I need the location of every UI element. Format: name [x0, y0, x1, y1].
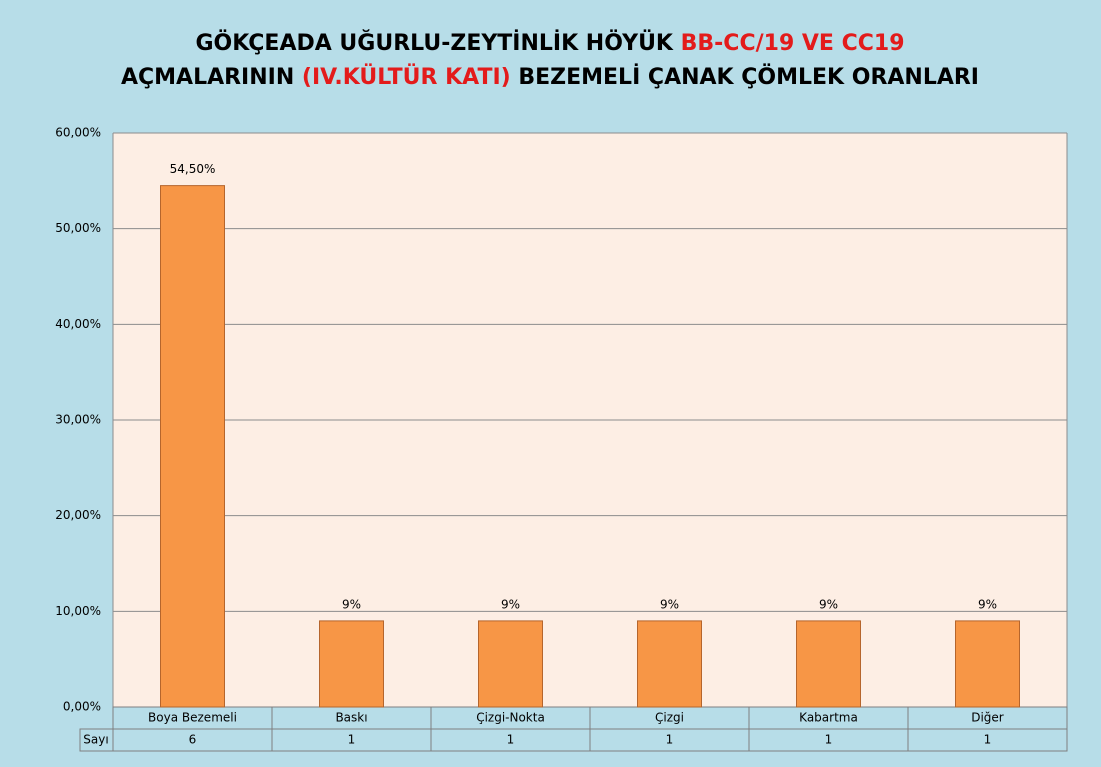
title-part: BB-CC/19 VE CC19: [681, 31, 905, 56]
bar: [319, 620, 384, 708]
bar: [637, 620, 702, 708]
table-value: 1: [984, 733, 992, 747]
data-label: 9%: [978, 597, 997, 611]
title-part: AÇMALARININ: [121, 65, 302, 90]
table-label: Sayı: [83, 733, 108, 747]
x-tick-label: Çizgi: [655, 711, 684, 725]
y-tick-label: 50,00%: [55, 221, 101, 235]
title-part: (IV.KÜLTÜR KATI): [302, 64, 511, 90]
y-tick-label: 0,00%: [63, 700, 101, 714]
title-part: BEZEMELİ ÇANAK ÇÖMLEK ORANLARI: [511, 64, 979, 90]
bar: [796, 620, 861, 708]
x-tick-label: Çizgi-Nokta: [476, 711, 545, 725]
x-tick-label: Baskı: [335, 711, 367, 725]
title-part: GÖKÇEADA UĞURLU-ZEYTİNLİK HÖYÜK: [195, 30, 680, 56]
data-label: 54,50%: [170, 162, 216, 176]
y-tick-label: 30,00%: [55, 413, 101, 427]
table-value: 1: [666, 733, 674, 747]
data-label: 9%: [342, 597, 361, 611]
table-row: [79, 728, 1068, 752]
bar: [160, 185, 225, 708]
data-label: 9%: [819, 597, 838, 611]
x-tick-label: Diğer: [971, 711, 1004, 725]
bar: [955, 620, 1020, 708]
table-value: 1: [825, 733, 833, 747]
data-label: 9%: [501, 597, 520, 611]
x-tick-label: Kabartma: [799, 711, 858, 725]
bar: [478, 620, 543, 708]
x-tick-label: Boya Bezemeli: [148, 711, 237, 725]
table-value: 1: [507, 733, 515, 747]
chart-title: AÇMALARININ (IV.KÜLTÜR KATI) BEZEMELİ ÇA…: [121, 64, 979, 90]
data-label: 9%: [660, 597, 679, 611]
y-tick-label: 10,00%: [55, 604, 101, 618]
table-value: 6: [189, 733, 197, 747]
y-tick-label: 60,00%: [55, 126, 101, 140]
y-tick-label: 20,00%: [55, 508, 101, 522]
y-tick-label: 40,00%: [55, 317, 101, 331]
chart-title: GÖKÇEADA UĞURLU-ZEYTİNLİK HÖYÜK BB-CC/19…: [195, 30, 904, 56]
table-value: 1: [348, 733, 356, 747]
